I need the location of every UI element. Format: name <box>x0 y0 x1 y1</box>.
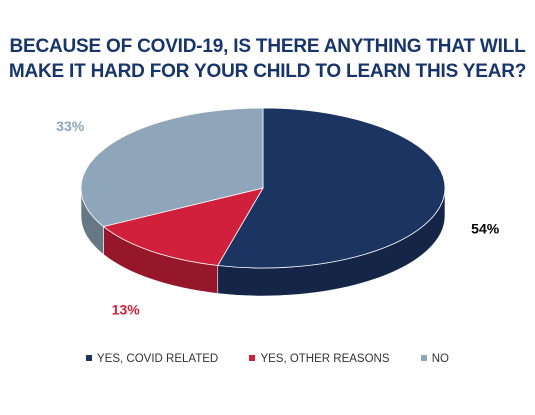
legend-label-no: NO <box>431 353 449 365</box>
legend-item-other-reasons: YES, OTHER REASONS <box>249 353 390 365</box>
value-label-other-reasons: 13% <box>112 302 141 318</box>
pie-slice-other-reasons <box>102 187 264 266</box>
legend-swatch-covid-related <box>86 355 93 361</box>
chart-title-line-1: BECAUSE OF COVID-19, IS THERE ANYTHING T… <box>9 36 526 57</box>
pie-slice-covid-related <box>217 107 446 269</box>
legend-item-covid-related: YES, COVID RELATED <box>86 353 218 365</box>
legend-swatch-other-reasons <box>249 355 256 361</box>
legend-swatch-no <box>420 355 427 361</box>
chart-title-line-2: MAKE IT HARD FOR YOUR CHILD TO LEARN THI… <box>8 61 527 82</box>
legend-label-other-reasons: YES, OTHER REASONS <box>260 353 390 365</box>
legend-label-covid-related: YES, COVID RELATED <box>97 353 219 365</box>
value-label-covid-related: 54% <box>471 221 500 237</box>
value-label-no: 33% <box>56 118 85 134</box>
pie-slice-no <box>80 107 264 227</box>
chart-title: BECAUSE OF COVID-19, IS THERE ANYTHING T… <box>0 34 535 84</box>
legend: YES, COVID RELATED YES, OTHER REASONS NO <box>0 353 535 365</box>
legend-item-no: NO <box>420 353 449 365</box>
